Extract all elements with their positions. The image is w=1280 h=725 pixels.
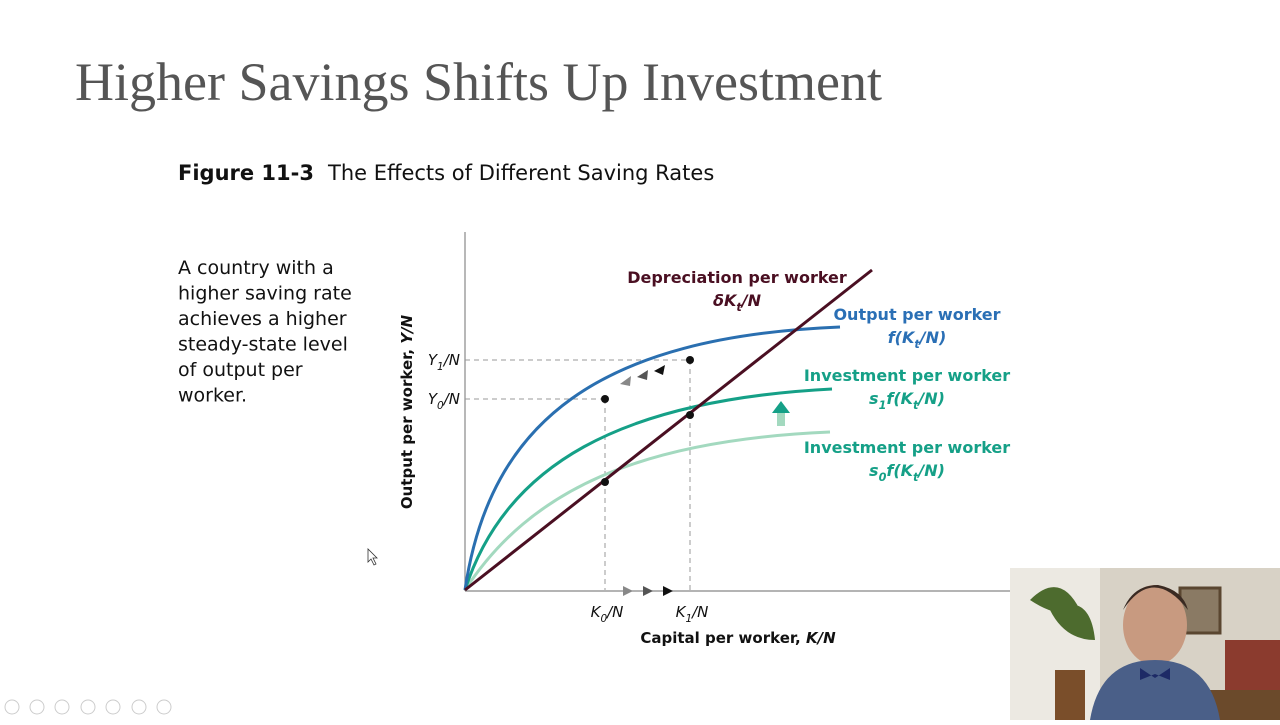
figure-title: The Effects of Different Saving Rates — [327, 161, 714, 185]
text-part: /N — [605, 603, 623, 621]
label-var: Y/N — [398, 314, 416, 343]
arrows — [620, 365, 790, 596]
text-part: /N — [740, 291, 762, 310]
text-part: δK — [713, 291, 738, 310]
description-line: worker. — [178, 385, 247, 407]
text-part: K — [591, 603, 602, 621]
figure-number: Figure 11-3 — [178, 161, 314, 185]
player-controls[interactable] — [4, 699, 172, 715]
text-part: 1 — [685, 613, 692, 625]
text-part: t — [913, 399, 919, 412]
text-part: 1 — [437, 361, 444, 373]
description-line: steady-state level — [178, 334, 348, 356]
curve-formula: s1f(Kt/N) — [869, 389, 945, 412]
text-part: t — [913, 471, 919, 484]
webcam — [1010, 568, 1280, 720]
text-part: /N — [442, 351, 460, 369]
x-tick-label: K0/N — [591, 603, 624, 625]
description-line: achieves a higher — [178, 308, 347, 330]
text-part: f(K — [886, 461, 914, 480]
curve-name: Depreciation per worker — [627, 268, 847, 287]
label-text: Capital per worker, — [640, 629, 806, 647]
y-tick-label: Y0/N — [428, 390, 460, 412]
x-axis-label: Capital per worker, K/N — [640, 629, 836, 647]
text-part: K — [676, 603, 687, 621]
text-part: 0 — [437, 400, 444, 412]
depreciation-line — [464, 268, 873, 592]
y-axis-label: Output per worker, Y/N — [398, 314, 416, 509]
text-part: /N) — [916, 461, 945, 480]
y-tick-label: Y1/N — [428, 351, 460, 373]
curve-name: Investment per worker — [804, 438, 1010, 457]
text-part: /N — [442, 390, 460, 408]
x-tick-label: K1/N — [676, 603, 709, 625]
output-curve — [463, 325, 841, 591]
text-part: s — [869, 461, 879, 480]
label-var: K/N — [806, 629, 836, 647]
text-part: 0 — [879, 471, 887, 484]
curve-formula: δKt/N — [713, 291, 762, 314]
label-text: Output per worker, — [398, 344, 416, 509]
investment-s0-curve — [463, 430, 831, 591]
guides — [465, 359, 691, 590]
cursor — [367, 548, 378, 566]
investment-s1-curve — [463, 387, 833, 591]
text-part: /N) — [918, 328, 947, 347]
text-part: /N) — [916, 389, 945, 408]
figure-caption: Figure 11-3 The Effects of Different Savi… — [178, 161, 714, 185]
description-line: higher saving rate — [178, 283, 352, 305]
text-part: /N — [690, 603, 708, 621]
curve-name: Output per worker — [833, 305, 1000, 324]
text-part: f(K — [886, 389, 914, 408]
points — [601, 356, 694, 486]
text-part: 0 — [600, 613, 607, 625]
curve-name: Investment per worker — [804, 366, 1010, 385]
text-part: Y — [428, 390, 439, 408]
text-part: t — [736, 301, 742, 314]
curve-formula: f(Kt/N) — [888, 328, 947, 351]
slide-title: Higher Savings Shifts Up Investment — [75, 52, 882, 112]
text-part: 1 — [879, 399, 887, 412]
description: A country with a higher saving rate achiev… — [178, 257, 352, 407]
text-part: s — [869, 389, 879, 408]
description-line: of output per — [178, 359, 303, 381]
curve-formula: s0f(Kt/N) — [869, 461, 945, 484]
description-line: A country with a — [178, 257, 334, 279]
text-part: t — [914, 338, 920, 351]
text-part: f(K — [888, 328, 916, 347]
text-part: Y — [428, 351, 439, 369]
